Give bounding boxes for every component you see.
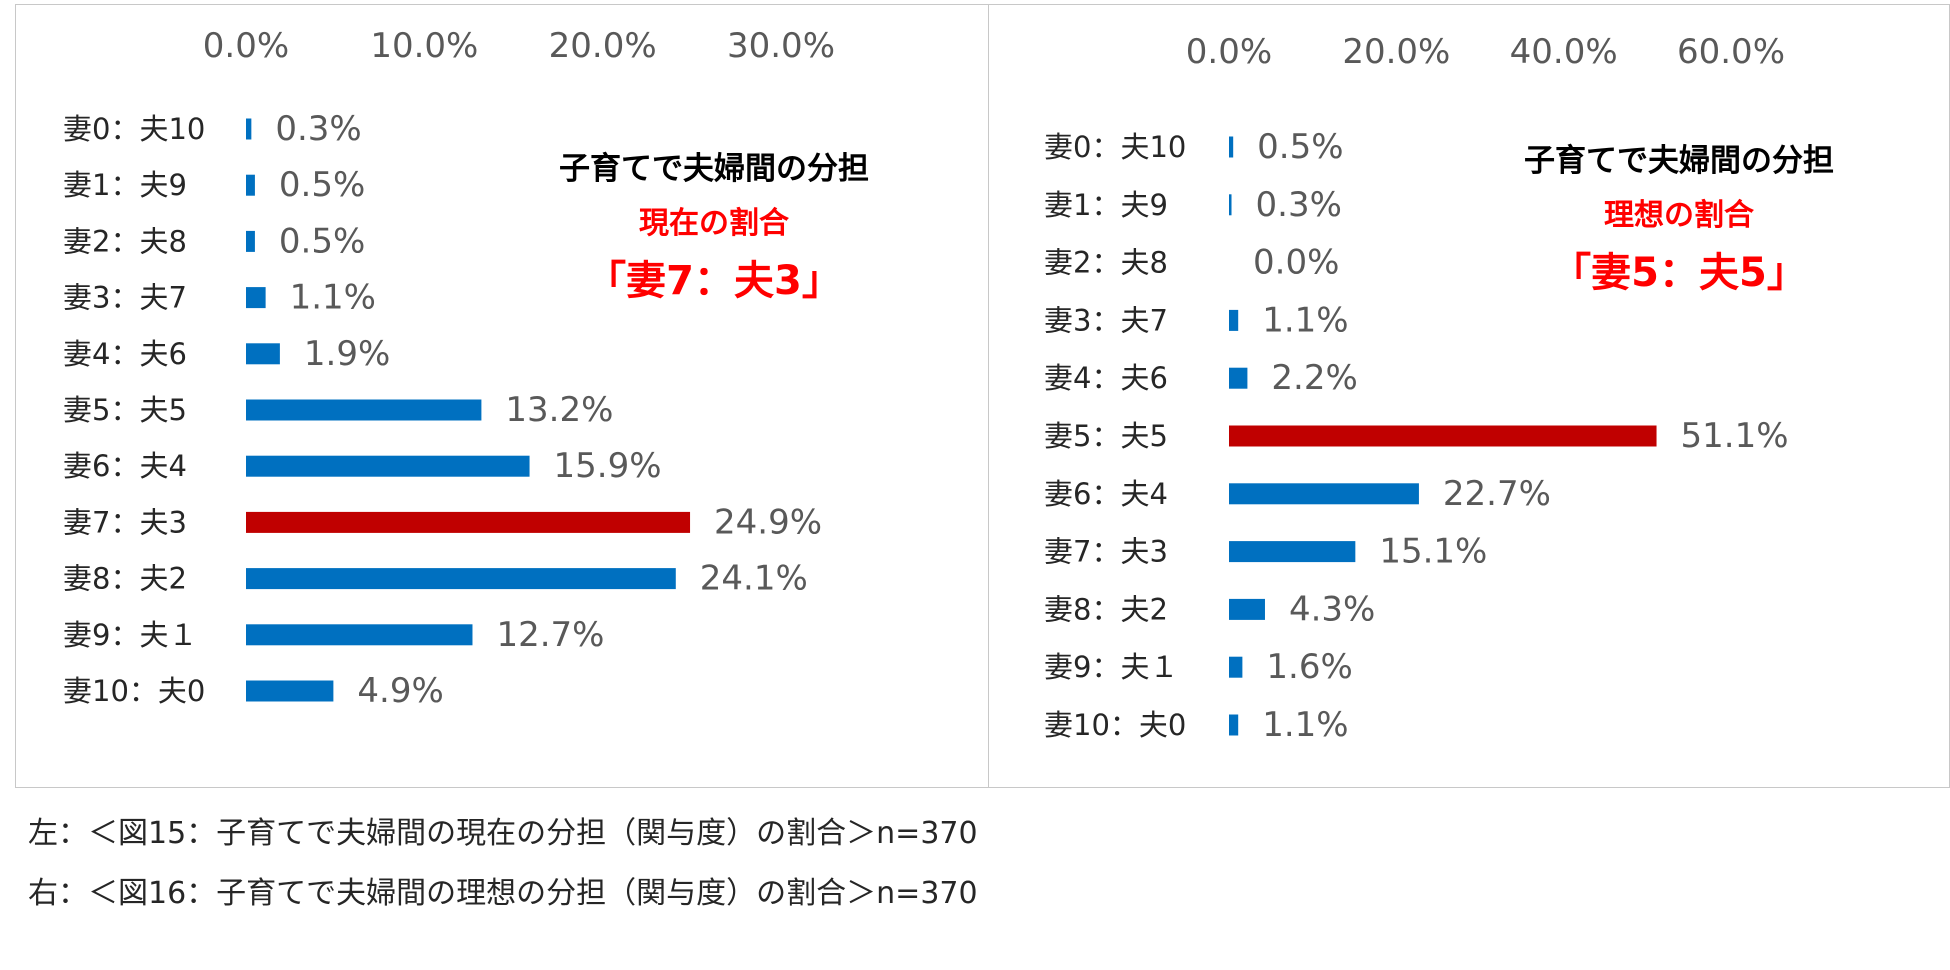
chart-left: 0.0% 10.0% 20.0% 30.0% 妻0：夫10 0.3% 妻1：夫9 0.5% 妻2… [63, 26, 835, 711]
bar [1229, 541, 1356, 563]
category-label: 妻2：夫8 [63, 224, 187, 258]
caption-left: 左：＜図15：子育てで夫婦間の現在の分担（関与度）の割合＞n=370 [28, 816, 978, 851]
value-label: 1.1% [1262, 300, 1348, 340]
category-label: 妻0：夫10 [63, 112, 205, 146]
value-label: 24.1% [700, 559, 808, 599]
category-label: 妻5：夫5 [1044, 419, 1168, 453]
bar [246, 230, 255, 252]
category-label: 妻5：夫5 [63, 393, 187, 427]
value-label: 1.1% [1262, 705, 1348, 745]
chart-right: 0.0% 20.0% 40.0% 60.0% 妻0：夫10 0.5% 妻1：夫9 0.3% 妻2… [1044, 32, 1789, 745]
bar [246, 118, 252, 140]
value-label: 12.7% [496, 615, 604, 655]
bar [246, 568, 676, 590]
value-label: 4.3% [1289, 589, 1375, 629]
category-label: 妻10：夫0 [63, 674, 205, 708]
bar [246, 455, 530, 477]
category-label: 妻4：夫6 [63, 337, 187, 371]
x-tick-label: 10.0% [370, 26, 478, 66]
annotation-ratio: 「妻5：夫5」 [1551, 250, 1807, 296]
x-tick-label: 0.0% [203, 26, 289, 66]
x-tick-label: 0.0% [1186, 32, 1272, 72]
value-label: 51.1% [1681, 416, 1789, 456]
bar [246, 287, 266, 309]
value-label: 1.1% [290, 278, 376, 318]
category-label: 妻3：夫7 [1044, 303, 1168, 337]
category-label: 妻2：夫8 [1044, 246, 1168, 280]
value-label: 0.5% [279, 221, 365, 261]
category-label: 妻7：夫3 [1044, 535, 1168, 569]
chart-panel-right: 0.0% 20.0% 40.0% 60.0% 妻0：夫10 0.5% 妻1：夫9 0.3% 妻2… [988, 4, 1950, 788]
bar [1229, 714, 1239, 736]
category-label: 妻7：夫3 [63, 505, 187, 539]
category-label: 妻6：夫4 [63, 449, 187, 483]
value-label: 0.3% [1256, 185, 1342, 225]
category-label: 妻3：夫7 [63, 281, 187, 315]
category-label: 妻8：夫2 [63, 562, 187, 596]
x-tick-label: 20.0% [1342, 32, 1450, 72]
value-label: 0.3% [275, 109, 361, 149]
annotation-ratio: 「妻7：夫3」 [586, 258, 842, 304]
category-label: 妻10：夫0 [1044, 708, 1186, 742]
bar [1229, 425, 1657, 447]
category-label: 妻4：夫6 [1044, 361, 1168, 395]
x-tick-label: 20.0% [549, 26, 657, 66]
annotation-title: 子育てで夫婦間の分担 [1524, 143, 1834, 179]
value-label: 2.2% [1271, 358, 1357, 398]
annotation-right: 子育てで夫婦間の分担 理想の割合 「妻5：夫5」 [1519, 135, 1839, 298]
bar [1229, 309, 1239, 331]
value-label: 22.7% [1443, 474, 1551, 514]
value-label: 0.5% [279, 165, 365, 205]
value-label: 4.9% [357, 671, 443, 711]
annotation-subtitle: 理想の割合 [1604, 198, 1754, 233]
category-label: 妻1：夫9 [1044, 188, 1168, 222]
bar [1229, 483, 1419, 505]
x-tick-label: 60.0% [1677, 32, 1785, 72]
category-label: 妻9：夫１ [1044, 650, 1178, 684]
annotation-subtitle: 現在の割合 [639, 206, 789, 241]
bar [246, 680, 334, 702]
value-label: 15.1% [1379, 532, 1487, 572]
annotation-left: 子育てで夫婦間の分担 現在の割合 「妻7：夫3」 [554, 143, 874, 306]
category-label: 妻8：夫2 [1044, 592, 1168, 626]
category-label: 妻1：夫9 [63, 168, 187, 202]
caption-right: 右：＜図16：子育てで夫婦間の理想の分担（関与度）の割合＞n=370 [28, 876, 978, 911]
category-label: 妻0：夫10 [1044, 130, 1186, 164]
bar [1229, 367, 1248, 389]
chart-panel-left: 0.0% 10.0% 20.0% 30.0% 妻0：夫10 0.3% 妻1：夫9 0.5% 妻2… [15, 4, 990, 788]
x-tick-label: 40.0% [1510, 32, 1618, 72]
bar [1229, 656, 1243, 678]
annotation-title: 子育てで夫婦間の分担 [559, 151, 869, 187]
category-label: 妻6：夫4 [1044, 477, 1168, 511]
bar [246, 343, 280, 365]
bar [1229, 194, 1232, 216]
bar [246, 624, 473, 646]
value-label: 1.6% [1266, 647, 1352, 687]
x-tick-label: 30.0% [727, 26, 835, 66]
value-label: 0.5% [1257, 127, 1343, 167]
value-label: 1.9% [304, 334, 390, 374]
value-label: 24.9% [714, 502, 822, 542]
bar [246, 399, 482, 421]
category-label: 妻9：夫１ [63, 618, 197, 652]
bar [246, 174, 255, 196]
value-label: 15.9% [554, 446, 662, 486]
value-label: 0.0% [1253, 243, 1339, 283]
bar [1229, 598, 1265, 620]
bar [1229, 136, 1234, 158]
bar [246, 511, 691, 533]
value-label: 13.2% [505, 390, 613, 430]
